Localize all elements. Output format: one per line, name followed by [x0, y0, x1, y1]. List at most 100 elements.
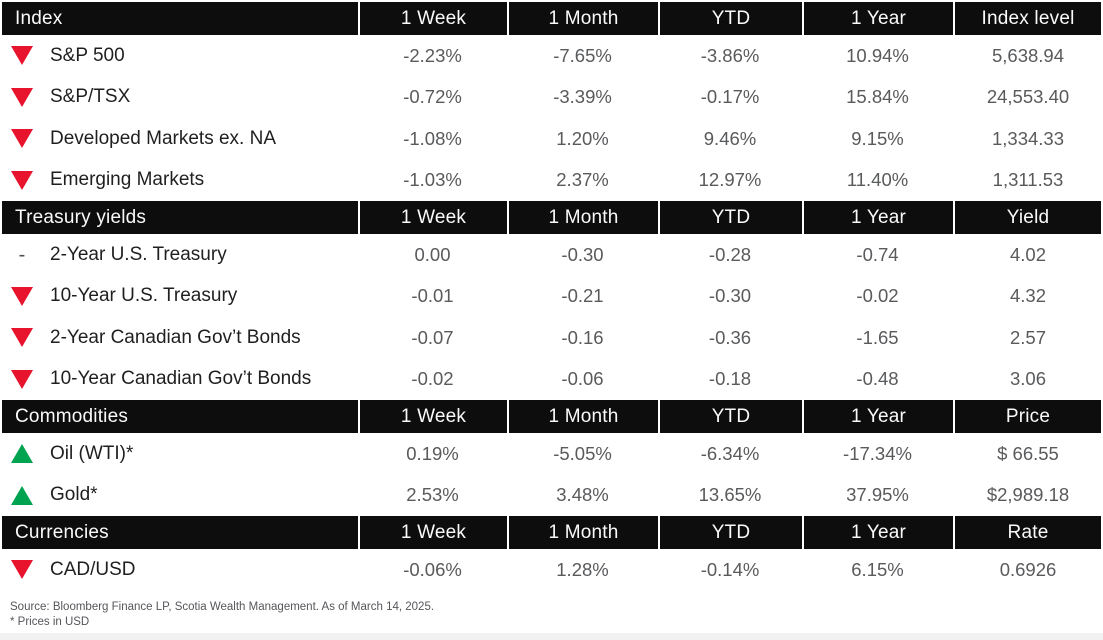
down-triangle-icon	[10, 170, 34, 190]
cell-1-month: -0.06	[561, 368, 604, 390]
cell-ytd: -0.30	[708, 285, 752, 307]
cell-ytd: -6.34%	[700, 442, 760, 464]
cell-ytd: 13.65%	[698, 484, 762, 506]
table-row-oil-wti: Oil (WTI)* 0.19% -5.05% -6.34% -17.34% $…	[0, 433, 1103, 475]
table-row-2y-us-treasury: - 2-Year U.S. Treasury 0.00 -0.30 -0.28 …	[0, 234, 1103, 276]
column-header-1-year: 1 Year	[802, 2, 953, 35]
cell-ytd: 12.97%	[698, 169, 762, 191]
table-row-sp500: S&P 500 -2.23% -7.65% -3.86% 10.94% 5,63…	[0, 35, 1103, 77]
cell-1-month: -0.30	[561, 243, 604, 265]
row-label: Emerging Markets	[50, 169, 205, 191]
cell-ytd: -0.28	[708, 243, 752, 265]
section-title-treasury-yields: Treasury yields	[0, 201, 358, 234]
cell-1-week: -2.23%	[403, 44, 462, 66]
cell-1-week: -0.01	[411, 285, 454, 307]
cell-1-week: 0.19%	[406, 442, 459, 464]
cell-1-month: 3.48%	[556, 484, 609, 506]
cell-ytd: -0.17%	[700, 86, 760, 108]
row-label: 2-Year Canadian Gov’t Bonds	[50, 326, 301, 348]
column-header-price: Price	[953, 400, 1103, 433]
cell-yield: 3.06	[1009, 368, 1046, 390]
cell-1-year: 9.15%	[851, 127, 904, 149]
table-row-2y-canadian-bonds: 2-Year Canadian Gov’t Bonds -0.07 -0.16 …	[0, 317, 1103, 359]
column-header-1-week: 1 Week	[358, 2, 507, 35]
down-triangle-icon	[10, 328, 34, 348]
cell-ytd: -0.36	[708, 326, 752, 348]
row-label: 10-Year U.S. Treasury	[50, 285, 238, 307]
column-header-1-year: 1 Year	[802, 400, 953, 433]
table-row-gold: Gold* 2.53% 3.48% 13.65% 37.95% $2,989.1…	[0, 475, 1103, 517]
table-row-developed-markets: Developed Markets ex. NA -1.08% 1.20% 9.…	[0, 118, 1103, 160]
source-note: Source: Bloomberg Finance LP, Scotia Wea…	[0, 600, 1103, 630]
row-label: Gold*	[50, 484, 98, 506]
cell-price: $2,989.18	[986, 484, 1070, 506]
cell-1-year: -0.02	[856, 285, 899, 307]
cell-1-month: -5.05%	[553, 442, 612, 464]
source-line: Source: Bloomberg Finance LP, Scotia Wea…	[10, 600, 435, 613]
up-triangle-icon	[10, 444, 34, 464]
table-row-10y-us-treasury: 10-Year U.S. Treasury -0.01 -0.21 -0.30 …	[0, 276, 1103, 318]
column-header-yield: Yield	[953, 201, 1103, 234]
cell-price: $ 66.55	[997, 442, 1059, 464]
cell-yield: 2.57	[1009, 326, 1046, 348]
column-header-1-month: 1 Month	[507, 400, 658, 433]
cell-1-week: -1.03%	[403, 169, 462, 191]
row-label: 2-Year U.S. Treasury	[50, 243, 227, 265]
row-label: CAD/USD	[50, 558, 136, 580]
cell-1-month: 1.20%	[556, 127, 609, 149]
cell-1-month: 2.37%	[556, 169, 609, 191]
cell-index-level: 1,334.33	[991, 127, 1064, 149]
cell-1-year: 6.15%	[851, 558, 904, 580]
cell-ytd: 9.46%	[703, 127, 757, 149]
cell-1-week: 0.00	[414, 243, 451, 265]
cell-1-week: -0.07	[411, 326, 454, 348]
down-triangle-icon	[10, 129, 34, 149]
cell-1-year: -0.74	[856, 243, 899, 265]
cell-1-year: -0.48	[856, 368, 899, 390]
cell-yield: 4.02	[1009, 243, 1046, 265]
column-header-1-week: 1 Week	[358, 400, 507, 433]
column-header-ytd: YTD	[658, 400, 802, 433]
cell-1-year: -1.65	[856, 326, 899, 348]
cell-rate: 0.6926	[999, 558, 1057, 580]
cell-1-year: 37.95%	[846, 484, 909, 506]
flat-dash-icon: -	[18, 243, 26, 266]
down-triangle-icon	[10, 369, 34, 389]
cell-1-week: 2.53%	[406, 484, 459, 506]
cell-ytd: -0.14%	[700, 558, 760, 580]
row-label: 10-Year Canadian Gov’t Bonds	[50, 368, 312, 390]
cell-index-level: 24,553.40	[986, 86, 1070, 108]
cell-1-week: -0.02	[411, 368, 454, 390]
cell-1-month: -3.39%	[553, 86, 612, 108]
cell-1-year: -17.34%	[843, 442, 912, 464]
cell-yield: 4.32	[1009, 285, 1046, 307]
cell-index-level: 1,311.53	[992, 169, 1064, 191]
down-triangle-icon	[10, 46, 34, 66]
cell-1-month: -0.21	[561, 285, 604, 307]
column-header-1-week: 1 Week	[358, 516, 507, 549]
column-header-1-year: 1 Year	[802, 201, 953, 234]
column-header-1-month: 1 Month	[507, 516, 658, 549]
row-label: S&P/TSX	[50, 86, 131, 108]
cell-1-year: 10.94%	[846, 44, 909, 66]
section-title-currencies: Currencies	[0, 516, 358, 549]
cell-1-year: 15.84%	[846, 86, 909, 108]
cell-ytd: -0.18	[708, 368, 752, 390]
section-header-index: Index 1 Week 1 Month YTD 1 Year Index le…	[0, 2, 1103, 35]
cell-1-month: -7.65%	[553, 44, 612, 66]
cell-1-month: 1.28%	[556, 558, 609, 580]
cell-ytd: -3.86%	[700, 44, 760, 66]
column-header-ytd: YTD	[658, 201, 802, 234]
table-row-sptsx: S&P/TSX -0.72% -3.39% -0.17% 15.84% 24,5…	[0, 77, 1103, 119]
column-header-index-level: Index level	[953, 2, 1103, 35]
row-label: S&P 500	[50, 44, 125, 66]
column-header-rate: Rate	[953, 516, 1103, 549]
cell-1-week: -1.08%	[403, 127, 462, 149]
section-title-commodities: Commodities	[0, 400, 358, 433]
down-triangle-icon	[10, 87, 34, 107]
column-header-1-month: 1 Month	[507, 2, 658, 35]
row-label: Oil (WTI)*	[50, 442, 134, 464]
column-header-1-month: 1 Month	[507, 201, 658, 234]
cell-1-week: -0.72%	[403, 86, 462, 108]
